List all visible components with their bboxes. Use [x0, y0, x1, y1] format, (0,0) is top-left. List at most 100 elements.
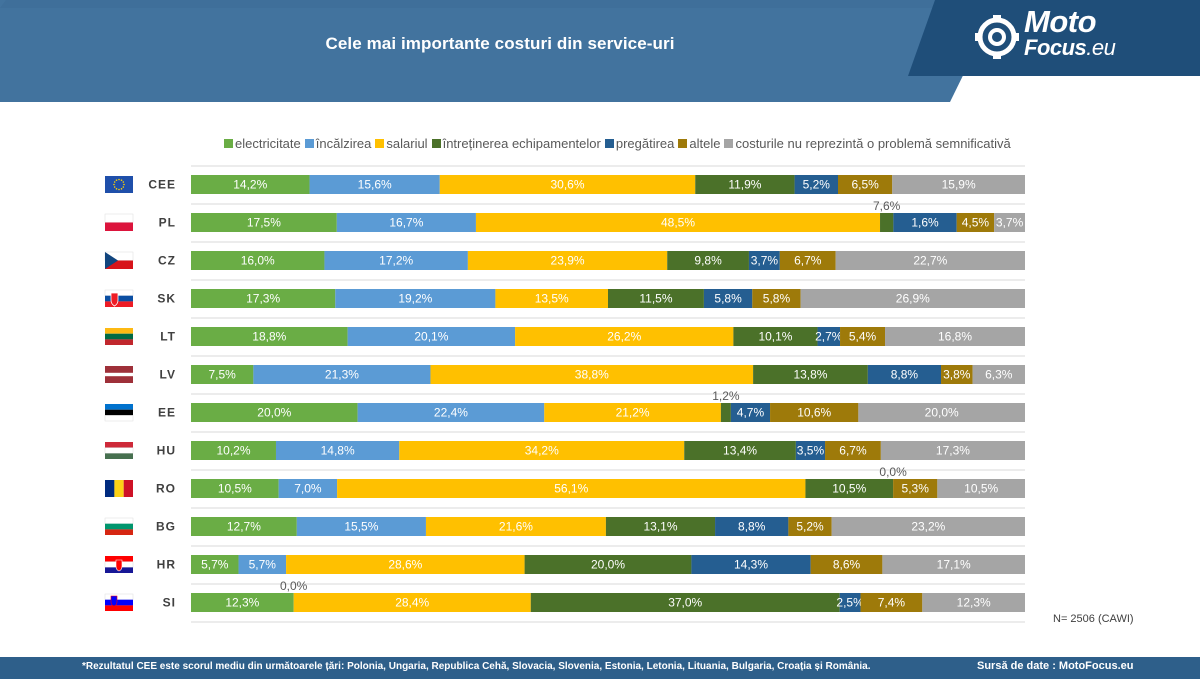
category-label: LV: [160, 368, 176, 382]
data-label: 18,8%: [252, 330, 286, 344]
data-label: 26,2%: [607, 330, 641, 344]
bar-segment: [956, 213, 995, 232]
legend-item: altele: [678, 136, 720, 151]
bar-segment: [191, 555, 239, 574]
data-label: 5,8%: [714, 292, 742, 306]
data-label: 6,7%: [839, 444, 867, 458]
bar-segment: [831, 517, 1025, 536]
legend-swatch: [678, 138, 688, 148]
data-label: 16,8%: [938, 330, 972, 344]
data-label: 2,5%: [836, 596, 864, 610]
bar-segment: [880, 213, 894, 232]
category-label: LT: [160, 330, 176, 344]
category-label: CZ: [158, 254, 176, 268]
data-label: 8,8%: [738, 520, 766, 534]
data-label: 23,2%: [911, 520, 945, 534]
bar-segment: [275, 441, 400, 460]
estonia-flag-icon: [104, 404, 134, 422]
bar-segment: [805, 479, 894, 498]
data-label: 5,3%: [902, 482, 930, 496]
bar-segment: [810, 555, 883, 574]
data-label: 6,7%: [794, 254, 822, 268]
data-label: 15,6%: [358, 178, 392, 192]
data-label: 1,6%: [911, 216, 939, 230]
data-label: 5,7%: [249, 558, 277, 572]
data-label: 4,7%: [737, 406, 765, 420]
legend-swatch: [724, 138, 734, 148]
motofocus-logo-icon: [975, 15, 1019, 59]
bar-segment: [324, 251, 468, 270]
bar-segment: [238, 555, 287, 574]
data-label: 20,1%: [414, 330, 448, 344]
slovakia-flag-icon: [104, 289, 134, 307]
legend-swatch: [604, 138, 614, 148]
data-label: 5,8%: [763, 292, 791, 306]
bar-segment: [667, 251, 749, 270]
bar-segment: [730, 403, 771, 422]
bar-segment: [191, 327, 348, 346]
lithuania-flag-icon: [105, 328, 133, 345]
category-label: SI: [163, 596, 176, 610]
data-label: 15,5%: [344, 520, 378, 534]
bar-segment: [309, 175, 440, 194]
bar-segment: [835, 251, 1025, 270]
romania-flag-icon: [105, 480, 133, 497]
data-label: 1,2%: [712, 389, 740, 403]
data-label: 7,0%: [294, 482, 322, 496]
bar-segment: [994, 213, 1025, 232]
legend-label: electricitate: [235, 135, 301, 151]
bar-segment: [794, 175, 838, 194]
logo-text-moto: Moto: [1024, 4, 1097, 39]
bar-segment: [191, 289, 336, 308]
bar-segment: [684, 441, 796, 460]
bar-segment: [837, 175, 893, 194]
legend-label: întreținerea echipamentelor: [442, 135, 601, 151]
bar-segment: [748, 251, 780, 270]
bar-segment: [357, 403, 545, 422]
category-label: HU: [157, 444, 176, 458]
data-label: 17,3%: [936, 444, 970, 458]
eu-flag-icon: [105, 176, 133, 193]
bar-segment: [425, 517, 606, 536]
data-label: 20,0%: [257, 406, 291, 420]
bar-segment: [191, 213, 337, 232]
bar-segment: [544, 403, 721, 422]
bar-segment: [335, 289, 496, 308]
category-label: CEE: [148, 178, 176, 192]
bar-segment: [495, 289, 608, 308]
data-label: 3,7%: [751, 254, 779, 268]
data-label: 20,0%: [591, 558, 625, 572]
data-label: 3,5%: [797, 444, 825, 458]
legend-swatch: [224, 138, 233, 148]
data-label: 21,3%: [325, 368, 359, 382]
data-label: 5,7%: [201, 558, 229, 572]
bar-segment: [191, 441, 276, 460]
data-label: 17,1%: [937, 558, 971, 572]
data-label: 0,0%: [280, 579, 308, 593]
data-label: 0,0%: [879, 465, 907, 479]
data-label: 22,7%: [913, 254, 947, 268]
latvia-flag-icon: [105, 366, 133, 383]
legend-label: altele: [689, 135, 721, 151]
data-label: 14,2%: [233, 178, 267, 192]
bar-segment: [885, 327, 1025, 346]
legend-item: electricitate: [224, 136, 301, 151]
legend-label: încălzirea: [315, 135, 372, 151]
data-label: 15,9%: [942, 178, 976, 192]
bar-segment: [882, 555, 1025, 574]
data-label: 13,8%: [793, 368, 827, 382]
data-label: 28,4%: [395, 596, 429, 610]
bar-segment: [880, 441, 1025, 460]
bar-segment: [839, 593, 861, 612]
data-label: 19,2%: [398, 292, 432, 306]
bar-segment: [191, 251, 325, 270]
bar-segment: [795, 441, 826, 460]
bar-segment: [733, 327, 818, 346]
data-label: 3,7%: [996, 216, 1024, 230]
bar-segment: [817, 327, 841, 346]
bar-segment: [515, 327, 734, 346]
bar-segment: [253, 365, 431, 384]
data-label: 6,5%: [851, 178, 879, 192]
data-label: 10,6%: [797, 406, 831, 420]
legend-swatch: [431, 138, 441, 148]
